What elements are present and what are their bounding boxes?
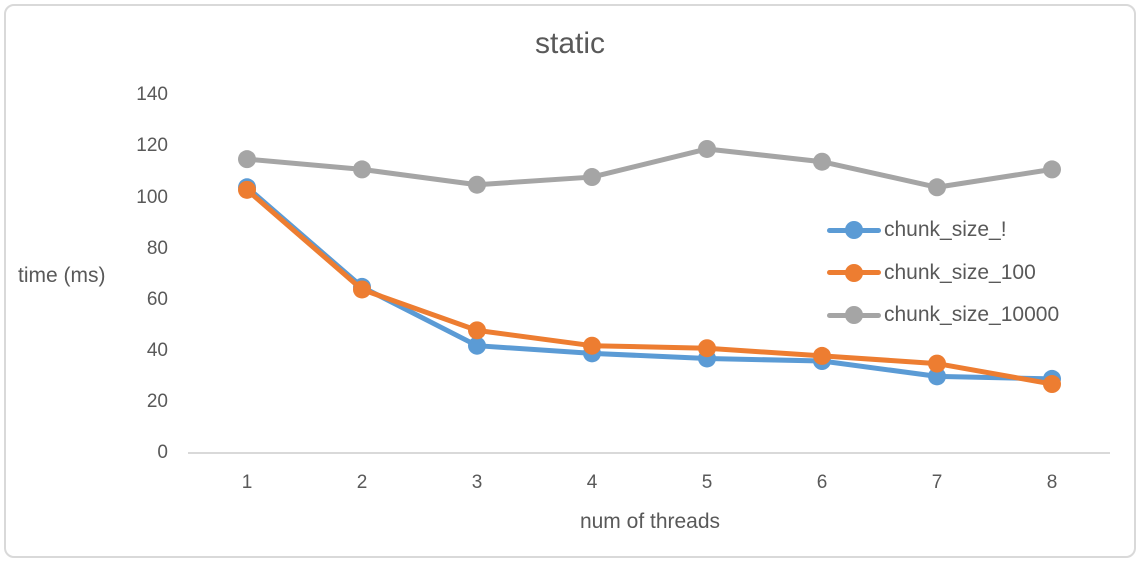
chart-frame: [4, 4, 1136, 558]
data-point-marker: [353, 160, 371, 179]
y-tick-label: 60: [146, 288, 168, 310]
series-line: [244, 187, 1055, 387]
data-point-marker: [468, 336, 486, 355]
series-line: [244, 146, 1055, 190]
x-tick-label: 8: [1046, 472, 1058, 493]
x-tick-label: 2: [356, 472, 368, 493]
x-tick-label: 5: [701, 472, 713, 493]
x-tick-label: 6: [816, 472, 828, 493]
data-point-marker: [928, 354, 946, 373]
legend-item-chunk_size_100: chunk_size_100: [827, 257, 1036, 289]
series-chunk_size_10000: [238, 139, 1061, 197]
y-tick-label: 100: [136, 186, 168, 208]
data-point-marker: [353, 280, 371, 299]
data-point-marker: [698, 139, 716, 158]
y-tick-label: 80: [146, 237, 168, 259]
data-point-marker: [583, 168, 601, 187]
data-point-marker: [1043, 160, 1061, 179]
y-tick-label: 20: [146, 390, 168, 412]
legend-marker-icon: [827, 221, 881, 239]
legend-label: chunk_size_!: [884, 218, 1007, 241]
x-tick-label: 4: [586, 472, 598, 493]
legend-item-chunk_size_10000: chunk_size_10000: [827, 299, 1059, 331]
y-tick-label: 120: [136, 135, 168, 157]
y-tick-label: 0: [157, 442, 168, 463]
data-point-marker: [698, 339, 716, 358]
x-tick-label: 3: [471, 472, 483, 493]
data-point-marker: [468, 321, 486, 340]
data-point-marker: [238, 150, 256, 169]
data-point-marker: [583, 336, 601, 355]
data-point-marker: [468, 175, 486, 194]
legend-label: chunk_size_100: [884, 260, 1036, 284]
data-point-marker: [1043, 375, 1061, 394]
legend-dot-icon: [845, 306, 863, 324]
data-point-marker: [238, 180, 256, 199]
y-tick-label: 140: [136, 84, 168, 106]
series-chunk_size_100: [238, 180, 1061, 394]
chart-title: static: [534, 27, 606, 60]
x-axis-title: num of threads: [579, 510, 721, 533]
legend-marker-icon: [827, 263, 881, 282]
y-axis-title: time (ms): [18, 264, 106, 287]
y-tick-label: 40: [146, 339, 168, 361]
data-point-marker: [928, 178, 946, 197]
legend-dot-icon: [845, 263, 863, 282]
legend-marker-icon: [827, 306, 881, 324]
x-tick-label: 1: [241, 472, 253, 493]
x-tick-label: 7: [931, 472, 943, 493]
legend-dot-icon: [845, 221, 863, 239]
data-point-marker: [928, 367, 946, 386]
legend-label: chunk_size_10000: [884, 303, 1060, 326]
data-point-marker: [813, 152, 831, 171]
legend-item-chunk_size_!: chunk_size_!: [827, 214, 1007, 246]
data-point-marker: [813, 346, 831, 365]
